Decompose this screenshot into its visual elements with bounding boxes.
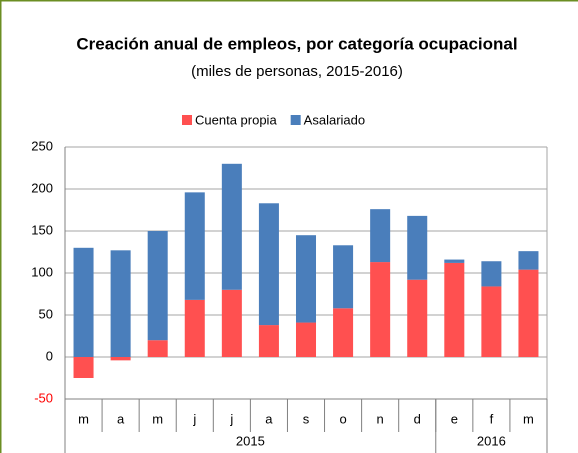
x-tick-label: a xyxy=(117,411,125,426)
x-group-label: 2016 xyxy=(477,433,506,448)
x-tick-label: m xyxy=(152,411,163,426)
chart-subtitle: (miles de personas, 2015-2016) xyxy=(191,63,403,80)
chart-title: Creación anual de empleos, por categoría… xyxy=(76,34,517,53)
y-tick-label: 50 xyxy=(39,306,53,321)
bar xyxy=(333,245,354,309)
x-tick-label: e xyxy=(451,411,458,426)
bar xyxy=(518,251,539,270)
bar xyxy=(407,279,428,357)
x-tick-label: f xyxy=(490,411,494,426)
x-tick-label: o xyxy=(339,411,346,426)
y-tick-label: 200 xyxy=(31,180,53,195)
bar xyxy=(110,250,131,357)
legend-swatch xyxy=(182,115,192,125)
y-tick-label: 250 xyxy=(31,138,53,153)
y-tick-label: 150 xyxy=(31,222,53,237)
bar xyxy=(184,299,205,357)
legend-label: Cuenta propia xyxy=(195,112,277,127)
x-tick-label: m xyxy=(78,411,89,426)
bar xyxy=(481,261,502,287)
bar xyxy=(295,322,317,357)
bar xyxy=(73,357,94,378)
bar xyxy=(370,262,391,357)
x-tick-label: j xyxy=(229,411,233,426)
bar xyxy=(147,340,168,357)
bar xyxy=(370,209,391,263)
x-tick-label: d xyxy=(414,411,421,426)
bar xyxy=(184,192,205,300)
x-tick-label: m xyxy=(523,411,534,426)
x-tick-label: s xyxy=(303,411,310,426)
bar xyxy=(444,259,465,263)
legend-label: Asalariado xyxy=(304,112,365,127)
bar xyxy=(444,262,465,357)
x-tick-label: a xyxy=(265,411,273,426)
y-tick-label: 100 xyxy=(31,264,53,279)
bar xyxy=(518,269,539,357)
bar xyxy=(73,247,94,357)
bar xyxy=(333,308,354,357)
bar xyxy=(407,215,428,280)
legend-swatch xyxy=(290,115,301,125)
bar xyxy=(221,289,242,357)
bar xyxy=(295,235,317,323)
x-group-label: 2015 xyxy=(236,433,265,448)
bar xyxy=(481,286,502,357)
y-tick-label: -50 xyxy=(34,390,53,405)
bar xyxy=(110,357,131,361)
bar xyxy=(147,231,168,341)
bar xyxy=(258,325,279,357)
x-tick-label: n xyxy=(377,411,384,426)
y-tick-label: 0 xyxy=(46,348,53,363)
bar xyxy=(221,163,242,290)
bar xyxy=(258,203,279,326)
x-tick-label: j xyxy=(192,411,196,426)
